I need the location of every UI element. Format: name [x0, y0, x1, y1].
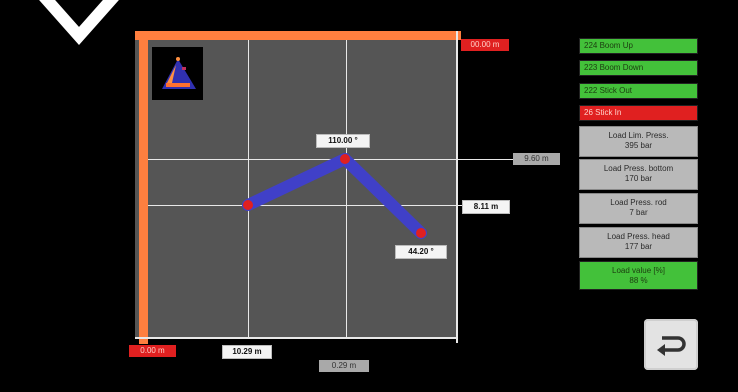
boom-up-label: 224 Boom Up	[584, 41, 633, 50]
grid-line-horizontal-2	[148, 205, 456, 206]
max-height-bar	[135, 31, 461, 40]
load-pressure-head-value: 177 bar	[624, 242, 653, 251]
load-pressure-rod-label: Load Press. rod	[610, 198, 667, 207]
stick-out-indicator: 222 Stick Out	[579, 83, 698, 99]
load-pressure-rod-value: 7 bar	[629, 208, 648, 217]
load-limit-pressure-value: 395 bar	[624, 141, 653, 150]
grid-line-vertical-1	[248, 40, 249, 338]
boom-down-label: 223 Boom Down	[584, 63, 644, 72]
excavator-logo-icon	[152, 47, 203, 100]
load-limit-pressure-label: Load Lim. Press.	[608, 131, 669, 140]
back-button[interactable]	[644, 319, 698, 370]
load-pressure-rod-readout: Load Press. rod 7 bar	[579, 193, 698, 224]
stick-in-label: 26 Stick In	[584, 108, 622, 117]
height-reference-value: 9.60 m	[513, 153, 560, 165]
load-pressure-bottom-label: Load Press. bottom	[603, 164, 674, 173]
boom-angle-label: 110.00 °	[316, 134, 370, 148]
chevron-down-icon[interactable]	[34, 0, 124, 48]
load-value-readout: Load value [%] 88 %	[579, 261, 698, 290]
stick-angle-label: 44.20 °	[395, 245, 447, 259]
reference-line-upper	[458, 159, 513, 160]
load-limit-pressure-readout: Load Lim. Press. 395 bar	[579, 126, 698, 157]
stick-out-label: 222 Stick Out	[584, 86, 633, 95]
reference-line-lower	[458, 205, 462, 206]
current-reach-value: 10.29 m	[222, 345, 272, 359]
stick-in-indicator: 26 Stick In	[579, 105, 698, 121]
grid-line-horizontal-1	[148, 159, 456, 160]
load-pressure-head-label: Load Press. head	[607, 232, 670, 241]
boom-up-indicator: 224 Boom Up	[579, 38, 698, 54]
grid-line-vertical-2	[346, 40, 347, 338]
load-pressure-head-readout: Load Press. head 177 bar	[579, 227, 698, 258]
load-value-label: Load value [%]	[612, 266, 665, 275]
plot-frame-bottom	[135, 337, 458, 339]
load-value-percent: 88 %	[629, 276, 648, 285]
max-height-value: 00.00 m	[461, 39, 509, 51]
reach-reference-value: 0.29 m	[319, 360, 369, 372]
plot-frame-right	[456, 31, 458, 343]
return-icon	[657, 336, 686, 356]
load-pressure-bottom-readout: Load Press. bottom 170 bar	[579, 159, 698, 190]
boom-down-indicator: 223 Boom Down	[579, 60, 698, 76]
load-pressure-bottom-value: 170 bar	[624, 174, 653, 183]
max-depth-value: 0.00 m	[129, 345, 176, 357]
current-height-value: 8.11 m	[462, 200, 510, 214]
max-reach-bar	[139, 31, 148, 344]
